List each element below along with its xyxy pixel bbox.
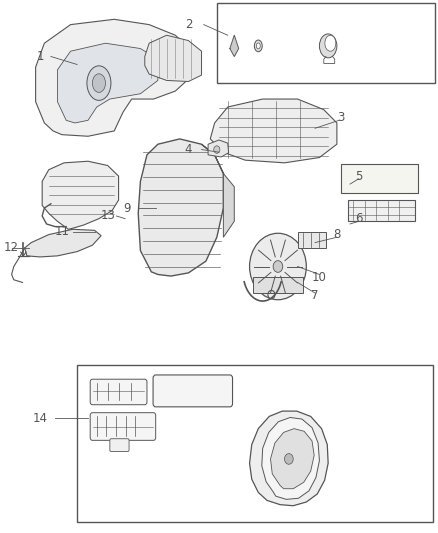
Ellipse shape (214, 146, 220, 154)
Polygon shape (201, 144, 234, 237)
Text: 5: 5 (355, 169, 362, 183)
Ellipse shape (319, 34, 337, 58)
Polygon shape (271, 429, 314, 489)
Polygon shape (35, 19, 193, 136)
Ellipse shape (256, 43, 260, 49)
Bar (297, 232, 326, 248)
Polygon shape (208, 140, 229, 157)
Polygon shape (138, 139, 223, 276)
Polygon shape (250, 411, 328, 506)
Ellipse shape (273, 261, 283, 272)
Ellipse shape (325, 35, 336, 51)
Text: 4: 4 (185, 143, 192, 156)
Text: 7: 7 (311, 289, 319, 302)
Text: 14: 14 (32, 411, 47, 424)
Polygon shape (57, 43, 158, 123)
Bar (348, 200, 416, 221)
Circle shape (285, 454, 293, 464)
Ellipse shape (87, 66, 111, 100)
FancyBboxPatch shape (110, 439, 129, 451)
Polygon shape (145, 35, 201, 82)
Bar (341, 164, 418, 193)
Text: 8: 8 (333, 228, 341, 241)
Text: 11: 11 (54, 225, 69, 238)
Ellipse shape (92, 74, 106, 92)
Text: 10: 10 (312, 271, 327, 284)
Text: 9: 9 (124, 201, 131, 214)
Text: 2: 2 (185, 18, 192, 31)
Bar (253, 277, 303, 293)
Polygon shape (230, 35, 239, 56)
FancyBboxPatch shape (90, 413, 155, 440)
Bar (217, 3, 435, 83)
Ellipse shape (254, 40, 262, 52)
Polygon shape (210, 99, 337, 163)
Ellipse shape (250, 233, 306, 300)
Polygon shape (42, 161, 119, 229)
Text: 12: 12 (4, 241, 19, 254)
Text: 6: 6 (355, 212, 363, 225)
FancyBboxPatch shape (90, 379, 147, 405)
Polygon shape (262, 417, 319, 499)
Text: 1: 1 (36, 50, 44, 63)
Polygon shape (25, 229, 101, 257)
Bar (77, 365, 433, 522)
Text: 13: 13 (100, 209, 115, 222)
FancyBboxPatch shape (153, 375, 233, 407)
Text: 3: 3 (338, 111, 345, 124)
